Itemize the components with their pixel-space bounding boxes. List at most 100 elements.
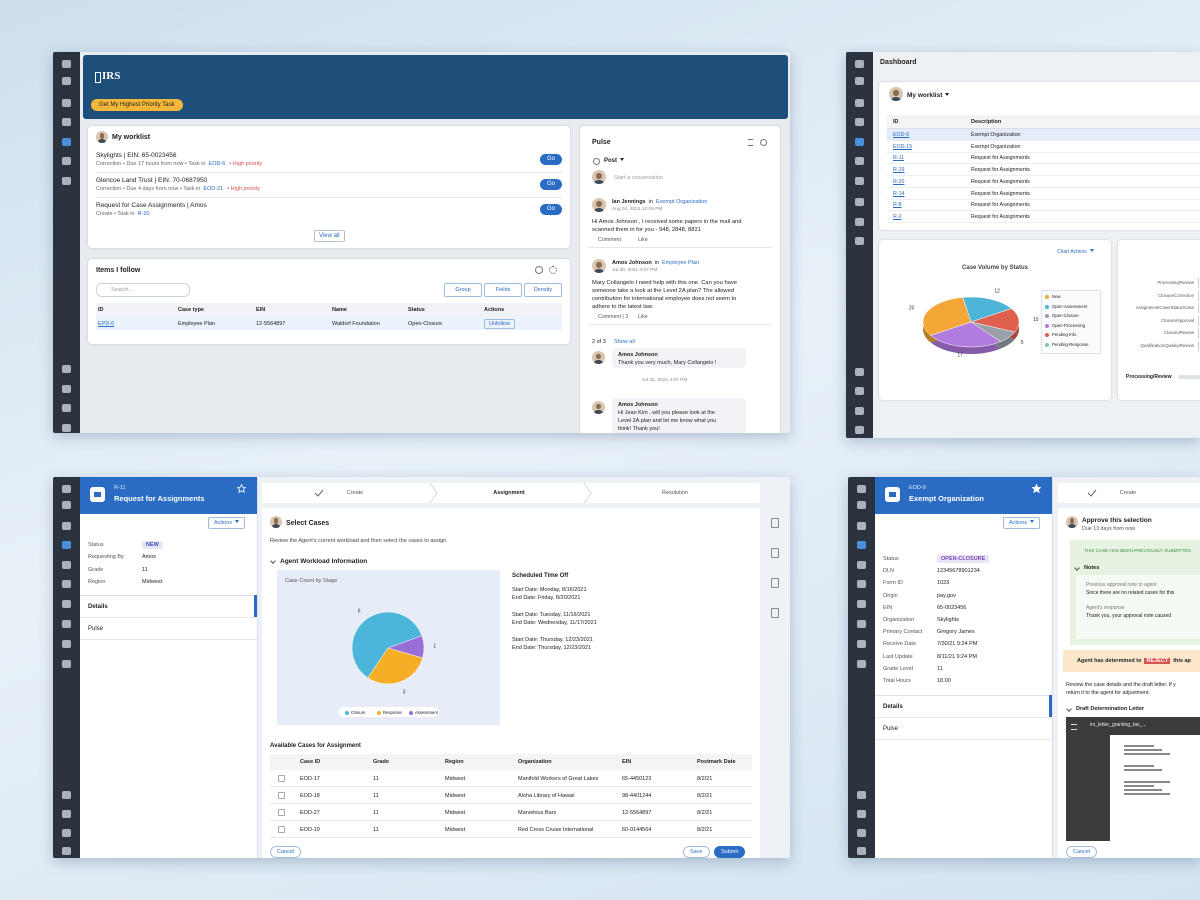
- tab[interactable]: Details: [883, 704, 903, 710]
- nav-icon[interactable]: [62, 138, 71, 146]
- show-all[interactable]: Show all: [614, 339, 635, 345]
- nav-icon[interactable]: [62, 404, 71, 412]
- nav-icon[interactable]: [855, 218, 864, 226]
- nav-icon[interactable]: [857, 640, 866, 648]
- form-button[interactable]: Submit: [714, 846, 746, 858]
- nav-icon[interactable]: [62, 829, 71, 837]
- nav-icon[interactable]: [857, 600, 866, 608]
- tool-button[interactable]: Fields: [484, 283, 522, 297]
- utility-icon[interactable]: [771, 518, 779, 528]
- filter-icon[interactable]: [748, 139, 753, 146]
- utility-icon[interactable]: [771, 608, 779, 618]
- form-button[interactable]: Save: [683, 846, 710, 858]
- cell[interactable]: R-20: [893, 178, 905, 185]
- tab[interactable]: Pulse: [883, 726, 899, 732]
- nav-icon[interactable]: [857, 620, 866, 628]
- post-context[interactable]: Employee Plan: [662, 260, 700, 266]
- cancel-button[interactable]: Cancel: [1066, 846, 1098, 858]
- post-action[interactable]: Like: [638, 314, 648, 320]
- nav-icon[interactable]: [62, 177, 71, 185]
- nav-icon[interactable]: [857, 485, 866, 493]
- cell[interactable]: R-8: [893, 202, 902, 209]
- cell[interactable]: R-11: [893, 155, 905, 162]
- nav-icon[interactable]: [857, 810, 866, 818]
- utility-icon[interactable]: [771, 578, 779, 588]
- nav-icon[interactable]: [855, 177, 864, 185]
- cell[interactable]: R-2: [893, 213, 902, 220]
- nav-icon[interactable]: [855, 157, 864, 165]
- form-button[interactable]: Cancel: [270, 846, 302, 858]
- cell[interactable]: R-19: [893, 167, 905, 174]
- unfollow-button[interactable]: Unfollow: [484, 319, 516, 329]
- post-action[interactable]: Like: [638, 237, 648, 243]
- post-menu[interactable]: Post: [604, 158, 624, 164]
- nav-icon[interactable]: [855, 77, 864, 85]
- cell[interactable]: R-14: [893, 190, 905, 197]
- nav-icon[interactable]: [62, 791, 71, 799]
- nav-icon[interactable]: [62, 77, 71, 85]
- tool-button[interactable]: Density: [524, 283, 562, 297]
- nav-icon[interactable]: [857, 580, 866, 588]
- nav-icon[interactable]: [62, 810, 71, 818]
- go-button[interactable]: Go: [540, 204, 562, 215]
- nav-icon[interactable]: [855, 426, 864, 434]
- cell[interactable]: EPD-6: [98, 321, 115, 327]
- nav-icon[interactable]: [62, 640, 71, 648]
- search-box[interactable]: Search...: [96, 283, 190, 297]
- actions-button[interactable]: Actions: [208, 517, 246, 529]
- go-button[interactable]: Go: [540, 154, 562, 165]
- nav-icon[interactable]: [855, 368, 864, 376]
- case-link[interactable]: R-20: [137, 211, 150, 217]
- case-link[interactable]: EOD-6: [208, 161, 226, 167]
- nav-icon[interactable]: [855, 99, 864, 107]
- nav-icon[interactable]: [855, 118, 864, 126]
- nav-icon[interactable]: [62, 365, 71, 373]
- nav-icon[interactable]: [62, 485, 71, 493]
- row-checkbox[interactable]: [278, 826, 285, 833]
- actions-button[interactable]: Actions: [1003, 517, 1041, 529]
- nav-icon[interactable]: [62, 580, 71, 588]
- nav-icon[interactable]: [857, 522, 866, 530]
- nav-icon[interactable]: [857, 791, 866, 799]
- cell[interactable]: EOD-15: [893, 143, 913, 150]
- row-checkbox[interactable]: [278, 792, 285, 799]
- nav-icon[interactable]: [857, 541, 866, 549]
- row-checkbox[interactable]: [278, 775, 285, 782]
- post-action[interactable]: Comment | 3: [598, 314, 629, 320]
- nav-icon[interactable]: [62, 660, 71, 668]
- nav-icon[interactable]: [857, 561, 866, 569]
- nav-icon[interactable]: [857, 660, 866, 668]
- nav-icon[interactable]: [62, 385, 71, 393]
- slider[interactable]: [1178, 375, 1200, 379]
- cell[interactable]: EOD-6: [893, 132, 910, 138]
- go-button[interactable]: Go: [540, 179, 562, 190]
- nav-icon[interactable]: [62, 118, 71, 126]
- nav-icon[interactable]: [62, 99, 71, 107]
- nav-icon[interactable]: [855, 60, 864, 68]
- nav-icon[interactable]: [855, 237, 864, 245]
- nav-icon[interactable]: [62, 157, 71, 165]
- nav-icon[interactable]: [62, 501, 71, 509]
- refresh-icon[interactable]: [535, 266, 543, 274]
- nav-icon[interactable]: [855, 387, 864, 395]
- nav-icon[interactable]: [62, 847, 71, 855]
- nav-icon[interactable]: [62, 541, 71, 549]
- conversation-input[interactable]: Start a conversation: [614, 175, 663, 181]
- priority-button[interactable]: Get My Highest Priority Task: [91, 99, 183, 111]
- post-context[interactable]: Exempt Organization: [655, 199, 708, 205]
- nav-icon[interactable]: [857, 847, 866, 855]
- nav-icon[interactable]: [857, 829, 866, 837]
- chart-actions[interactable]: Chart Actions: [1057, 249, 1094, 255]
- view-all-button[interactable]: View all: [314, 230, 345, 242]
- nav-icon[interactable]: [62, 522, 71, 530]
- menu-icon[interactable]: [1071, 724, 1077, 730]
- post-action[interactable]: Comment: [598, 237, 621, 243]
- nav-icon[interactable]: [857, 501, 866, 509]
- row-checkbox[interactable]: [278, 809, 285, 816]
- nav-icon[interactable]: [855, 407, 864, 415]
- refresh-icon[interactable]: [760, 139, 767, 146]
- nav-icon[interactable]: [62, 60, 71, 68]
- nav-icon[interactable]: [62, 620, 71, 628]
- tab[interactable]: Pulse: [88, 626, 104, 632]
- nav-icon[interactable]: [62, 600, 71, 608]
